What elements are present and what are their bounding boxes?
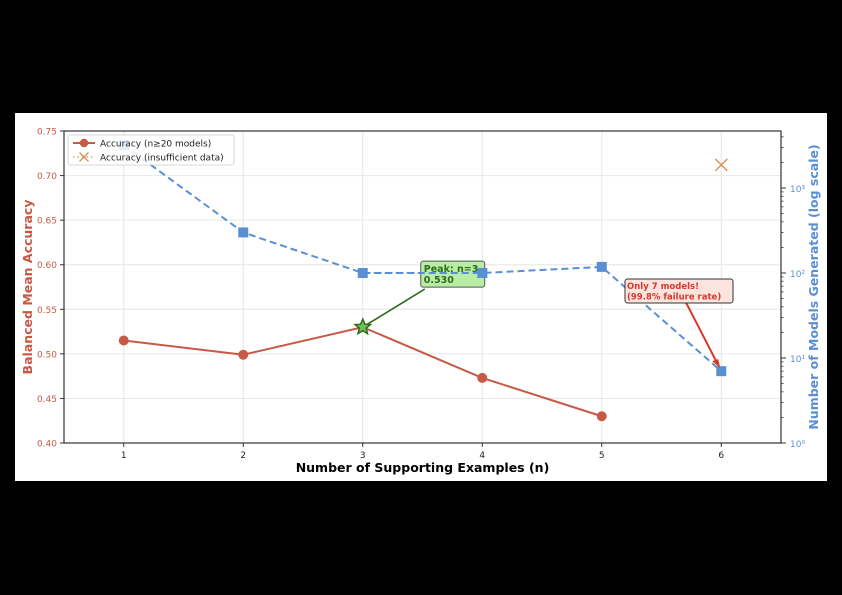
y-axis-label: Balanced Mean Accuracy <box>20 200 35 375</box>
x-tick-label: 2 <box>240 451 246 461</box>
x-tick-label: 5 <box>599 451 605 461</box>
legend-x-icon <box>79 152 89 162</box>
failure-annotation-line1: Only 7 models! <box>627 282 699 292</box>
y-tick-label: 0.45 <box>37 395 57 405</box>
accuracy-marker-circle <box>477 372 488 383</box>
accuracy-marker-circle <box>238 349 249 360</box>
legend-circle-icon <box>79 138 89 148</box>
x-tick-label: 6 <box>718 451 724 461</box>
models-marker-square <box>596 261 607 272</box>
x-tick-label: 3 <box>360 451 366 461</box>
y-tick-label: 0.55 <box>37 306 57 316</box>
peak-star-icon <box>353 317 373 336</box>
accuracy-marker-circle <box>596 411 607 422</box>
insufficient-series <box>714 158 728 172</box>
failure-annotation-box <box>624 278 734 304</box>
y-tick-label: 0.50 <box>37 350 57 360</box>
insufficient-marker-x <box>714 158 728 172</box>
legend: Accuracy (n≥20 models) Accuracy (insuffi… <box>67 134 235 166</box>
arrow-head-icon <box>712 359 721 369</box>
y-tick-label: 0.40 <box>37 440 57 450</box>
y-tick-label: 0.65 <box>37 217 57 227</box>
peak-annotation-line1: Peak: n=3 <box>424 264 479 275</box>
legend-label-accuracy: Accuracy (n≥20 models) <box>100 140 211 150</box>
y2-tick-label: 10² <box>790 270 805 280</box>
y-tick-label: 0.60 <box>37 261 57 271</box>
annotations: Peak: n=30.530 Only 7 models!(99.8% failu… <box>353 260 734 369</box>
x-tick-label: 4 <box>479 451 485 461</box>
y-tick-label: 0.75 <box>37 128 57 138</box>
plot-frame <box>63 130 782 444</box>
accuracy-marker-circle <box>118 335 129 346</box>
x-tick-label: 1 <box>121 451 127 461</box>
legend-label-insufficient: Accuracy (insufficient data) <box>100 154 224 164</box>
peak-annotation-line2: 0.530 <box>424 275 454 286</box>
y2-tick-label: 10⁰ <box>790 440 805 450</box>
right-axis-ticks: 10⁰ 10¹ 10² 10³ <box>781 136 805 450</box>
x-axis-ticks: 1 2 3 4 5 6 <box>121 443 724 461</box>
left-axis-ticks: 0.40 0.45 0.50 0.55 0.60 0.65 0.70 0.75 <box>37 128 64 450</box>
models-marker-square <box>238 227 249 238</box>
y2-tick-label: 10³ <box>790 185 805 195</box>
models-marker-square <box>716 366 727 377</box>
chart-figure: 0.40 0.45 0.50 0.55 0.60 0.65 0.70 0.75 10⁰ 10¹ 1… <box>15 113 827 481</box>
x-axis-label: Number of Supporting Examples (n) <box>296 460 550 475</box>
y2-tick-label: 10¹ <box>790 355 805 365</box>
y2-axis-label: Number of Models Generated (log scale) <box>806 144 821 429</box>
failure-annotation-line2: (99.8% failure rate) <box>627 293 721 303</box>
y-tick-label: 0.70 <box>37 172 57 182</box>
chart-svg: 0.400.450.500.550.600.650.700.75 10⁰10¹1… <box>20 128 821 476</box>
